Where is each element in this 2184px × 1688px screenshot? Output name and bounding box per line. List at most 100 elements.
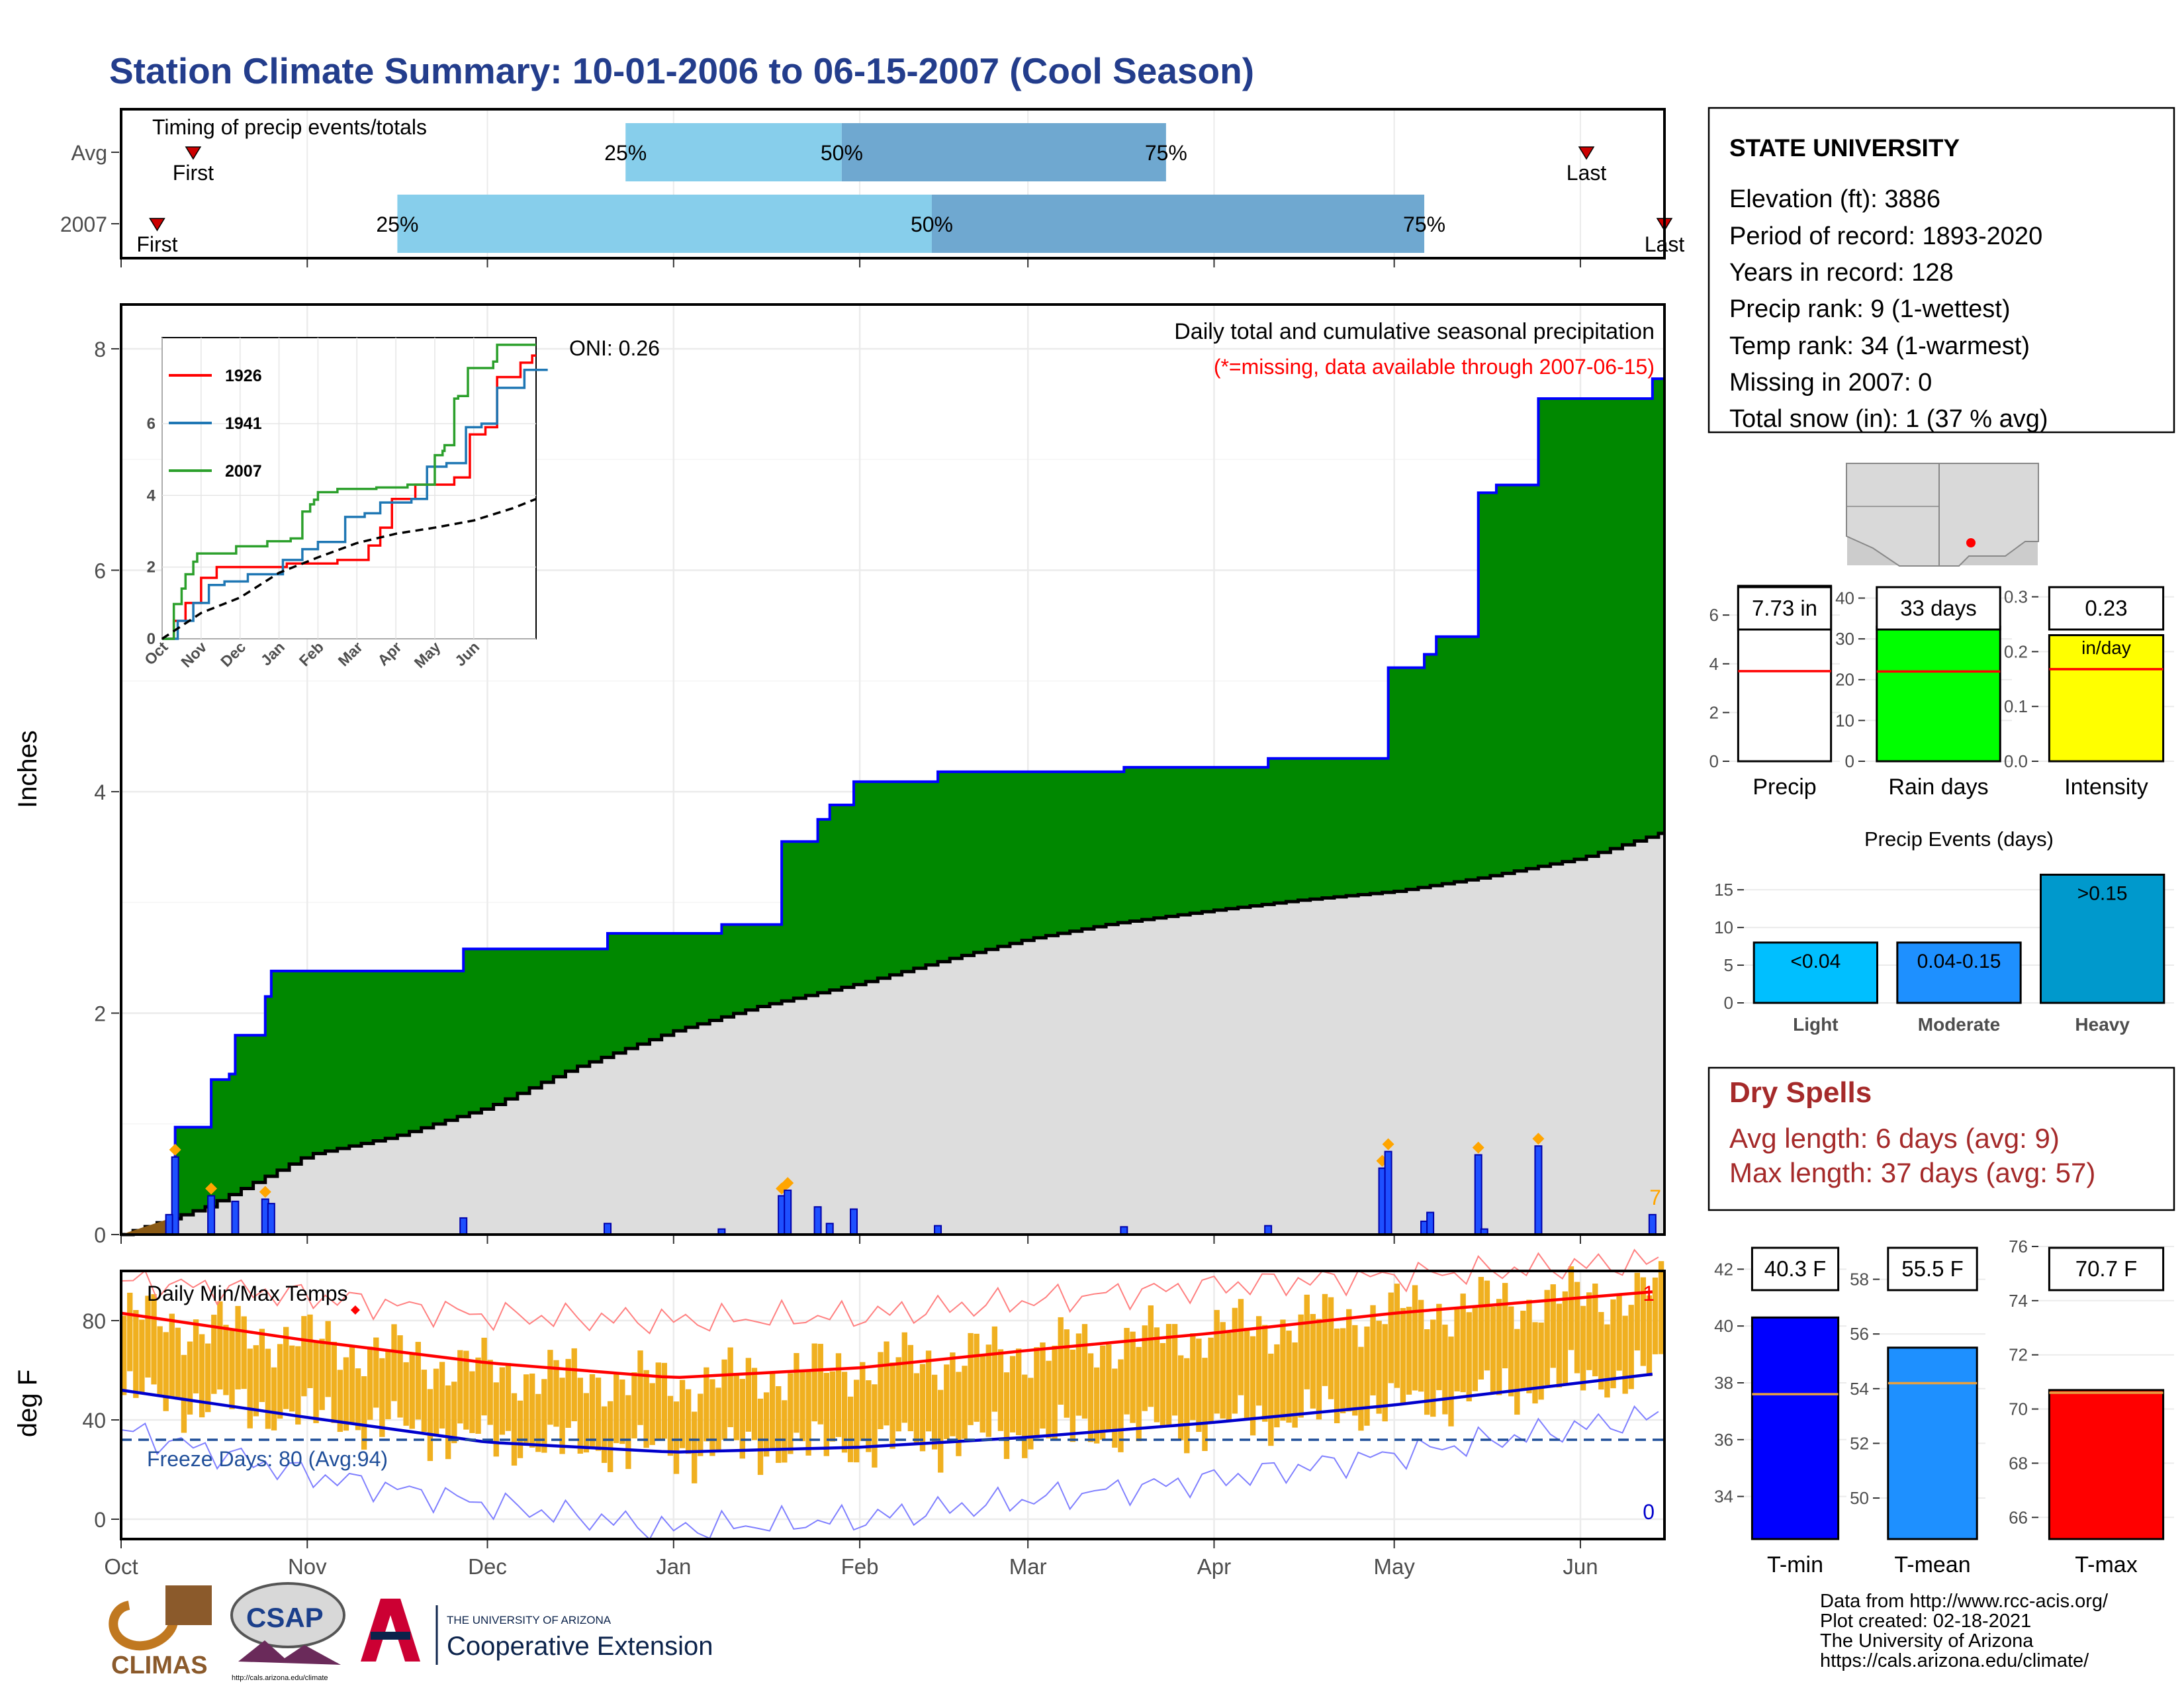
daily-temp-bar xyxy=(1034,1347,1040,1438)
daily-temp-bar xyxy=(421,1370,428,1432)
daily-temp-bar xyxy=(1424,1329,1430,1415)
daily-temp-bar xyxy=(1255,1316,1262,1406)
daily-temp-bar xyxy=(163,1332,169,1411)
season-stat-bars: 0 2 4 6 7.73 in Precip 0 10 20 30 40 33 days Rain da… xyxy=(1709,585,2174,800)
timing-row-label: Avg xyxy=(71,141,107,165)
daily-temp-bar xyxy=(1358,1346,1364,1431)
average-temp-line xyxy=(120,1372,1653,1454)
daily-temp-bar xyxy=(956,1372,962,1456)
daily-temp-bar xyxy=(931,1374,938,1450)
daily-temp-bar xyxy=(1580,1305,1586,1391)
daily-temp-bar xyxy=(1484,1280,1490,1371)
daily-temp-bar xyxy=(1592,1284,1598,1377)
daily-temp-bar xyxy=(583,1393,590,1453)
heavy-event-marker xyxy=(1382,1138,1394,1150)
daily-temp-bar xyxy=(1009,1356,1016,1432)
daily-precip-bar xyxy=(165,1213,173,1235)
bar-label: Intensity xyxy=(2064,774,2148,800)
y-tick-label: 0 xyxy=(1724,993,1733,1013)
daily-precip-bar xyxy=(603,1223,612,1235)
ua-logo: THE UNIVERSITY OF ARIZONA Cooperative Ex… xyxy=(361,1599,713,1665)
ua-logo-small: THE UNIVERSITY OF ARIZONA xyxy=(447,1614,612,1626)
daily-temp-bar xyxy=(1208,1337,1214,1423)
daily-temp-bar xyxy=(1376,1321,1382,1414)
average-temp-line xyxy=(120,1290,1653,1380)
daily-temp-bar xyxy=(1075,1333,1082,1416)
record-high-count: 1 xyxy=(1643,1282,1655,1305)
daily-temp-bar xyxy=(1238,1299,1244,1395)
daily-temp-bar xyxy=(1502,1283,1508,1369)
daily-temp-bar xyxy=(397,1335,403,1418)
y-tick-label: 76 xyxy=(2009,1237,2028,1256)
y-tick-label: 74 xyxy=(2009,1291,2028,1311)
daily-temp-bar xyxy=(1304,1294,1310,1389)
daily-temp-bar xyxy=(289,1345,295,1412)
event-bar-label: Heavy xyxy=(2075,1014,2130,1035)
daily-temp-bar xyxy=(944,1364,950,1439)
cumulative-precip-line xyxy=(121,377,1664,1236)
stat-bar xyxy=(1876,626,2001,763)
daily-temp-bar xyxy=(829,1371,836,1442)
daily-temp-bar xyxy=(235,1305,241,1389)
y-tick-label: 15 xyxy=(1714,880,1733,900)
daily-temp-bar xyxy=(1130,1331,1136,1423)
daily-temp-bar xyxy=(247,1348,253,1429)
ua-logo-big: Cooperative Extension xyxy=(447,1632,713,1661)
daily-temp-bar xyxy=(704,1367,709,1442)
daily-temp-bar xyxy=(151,1294,157,1385)
daily-temp-bar xyxy=(745,1358,752,1432)
daily-temp-bar xyxy=(1292,1342,1298,1428)
y-tick-label: 70 xyxy=(2009,1399,2028,1419)
daily-temp-bar xyxy=(727,1347,733,1427)
daily-temp-bar xyxy=(1154,1327,1160,1423)
daily-temp-bar xyxy=(625,1395,631,1470)
timing-title: Timing of precip events/totals xyxy=(152,115,427,139)
daily-temp-bar xyxy=(1454,1308,1460,1391)
daily-temp-bar xyxy=(860,1362,866,1441)
y-tick-label: 30 xyxy=(1835,629,1854,649)
location-map xyxy=(1846,463,2039,567)
daily-temp-bar xyxy=(427,1389,433,1462)
daily-temp-bar xyxy=(799,1370,805,1442)
daily-temp-bar xyxy=(1610,1299,1616,1389)
daily-temp-bar xyxy=(1598,1312,1604,1390)
station-line: Temp rank: 34 (1-warmest) xyxy=(1729,332,2030,360)
daily-temp-bar xyxy=(487,1360,493,1425)
daily-temp-bar xyxy=(1316,1319,1322,1420)
temp-frame xyxy=(120,1270,1666,1540)
x-tick-label: Jun xyxy=(1563,1554,1598,1579)
dry-spells-avg: Avg length: 6 days (avg: 9) xyxy=(1729,1123,2060,1154)
daily-temp-bar xyxy=(1250,1336,1256,1436)
daily-temp-bar xyxy=(968,1333,974,1425)
daily-temp-bar xyxy=(349,1344,355,1423)
daily-precip-bar xyxy=(1384,1150,1392,1236)
daily-temp-bar xyxy=(1400,1307,1406,1404)
daily-temp-bar xyxy=(1538,1322,1544,1400)
daily-precip-bar xyxy=(813,1206,822,1236)
bar-label: T-max xyxy=(2075,1552,2137,1577)
temp-panel-title: Daily Min/Max Temps xyxy=(147,1282,347,1305)
daily-temp-bar xyxy=(1394,1284,1400,1388)
y-tick-label: 52 xyxy=(1850,1433,1869,1453)
daily-temp-bar xyxy=(505,1363,512,1431)
last-event-label: Last xyxy=(1567,161,1607,185)
y-tick-label: 68 xyxy=(2009,1453,2028,1473)
inset-average-line xyxy=(161,498,537,640)
value-label: 40.3 F xyxy=(1764,1256,1827,1281)
daily-temp-bar xyxy=(181,1354,187,1433)
daily-temp-bar xyxy=(1532,1322,1538,1404)
daily-temp-bar xyxy=(385,1350,391,1419)
timing-p50-label: 50% xyxy=(911,212,953,236)
climas-logo: CLIMAS xyxy=(109,1585,212,1679)
daily-temp-bar xyxy=(1124,1328,1130,1415)
y-tick-label: 42 xyxy=(1714,1259,1733,1279)
station-line: Period of record: 1893-2020 xyxy=(1729,222,2042,250)
daily-temp-bar xyxy=(679,1380,686,1448)
daily-precip-bar xyxy=(1264,1225,1273,1235)
record-temp-line xyxy=(120,1248,1659,1335)
daily-temp-bar xyxy=(919,1364,926,1452)
daily-temp-bar xyxy=(1184,1358,1190,1454)
daily-temp-bar xyxy=(619,1379,625,1444)
daily-temp-bar xyxy=(1262,1325,1268,1422)
